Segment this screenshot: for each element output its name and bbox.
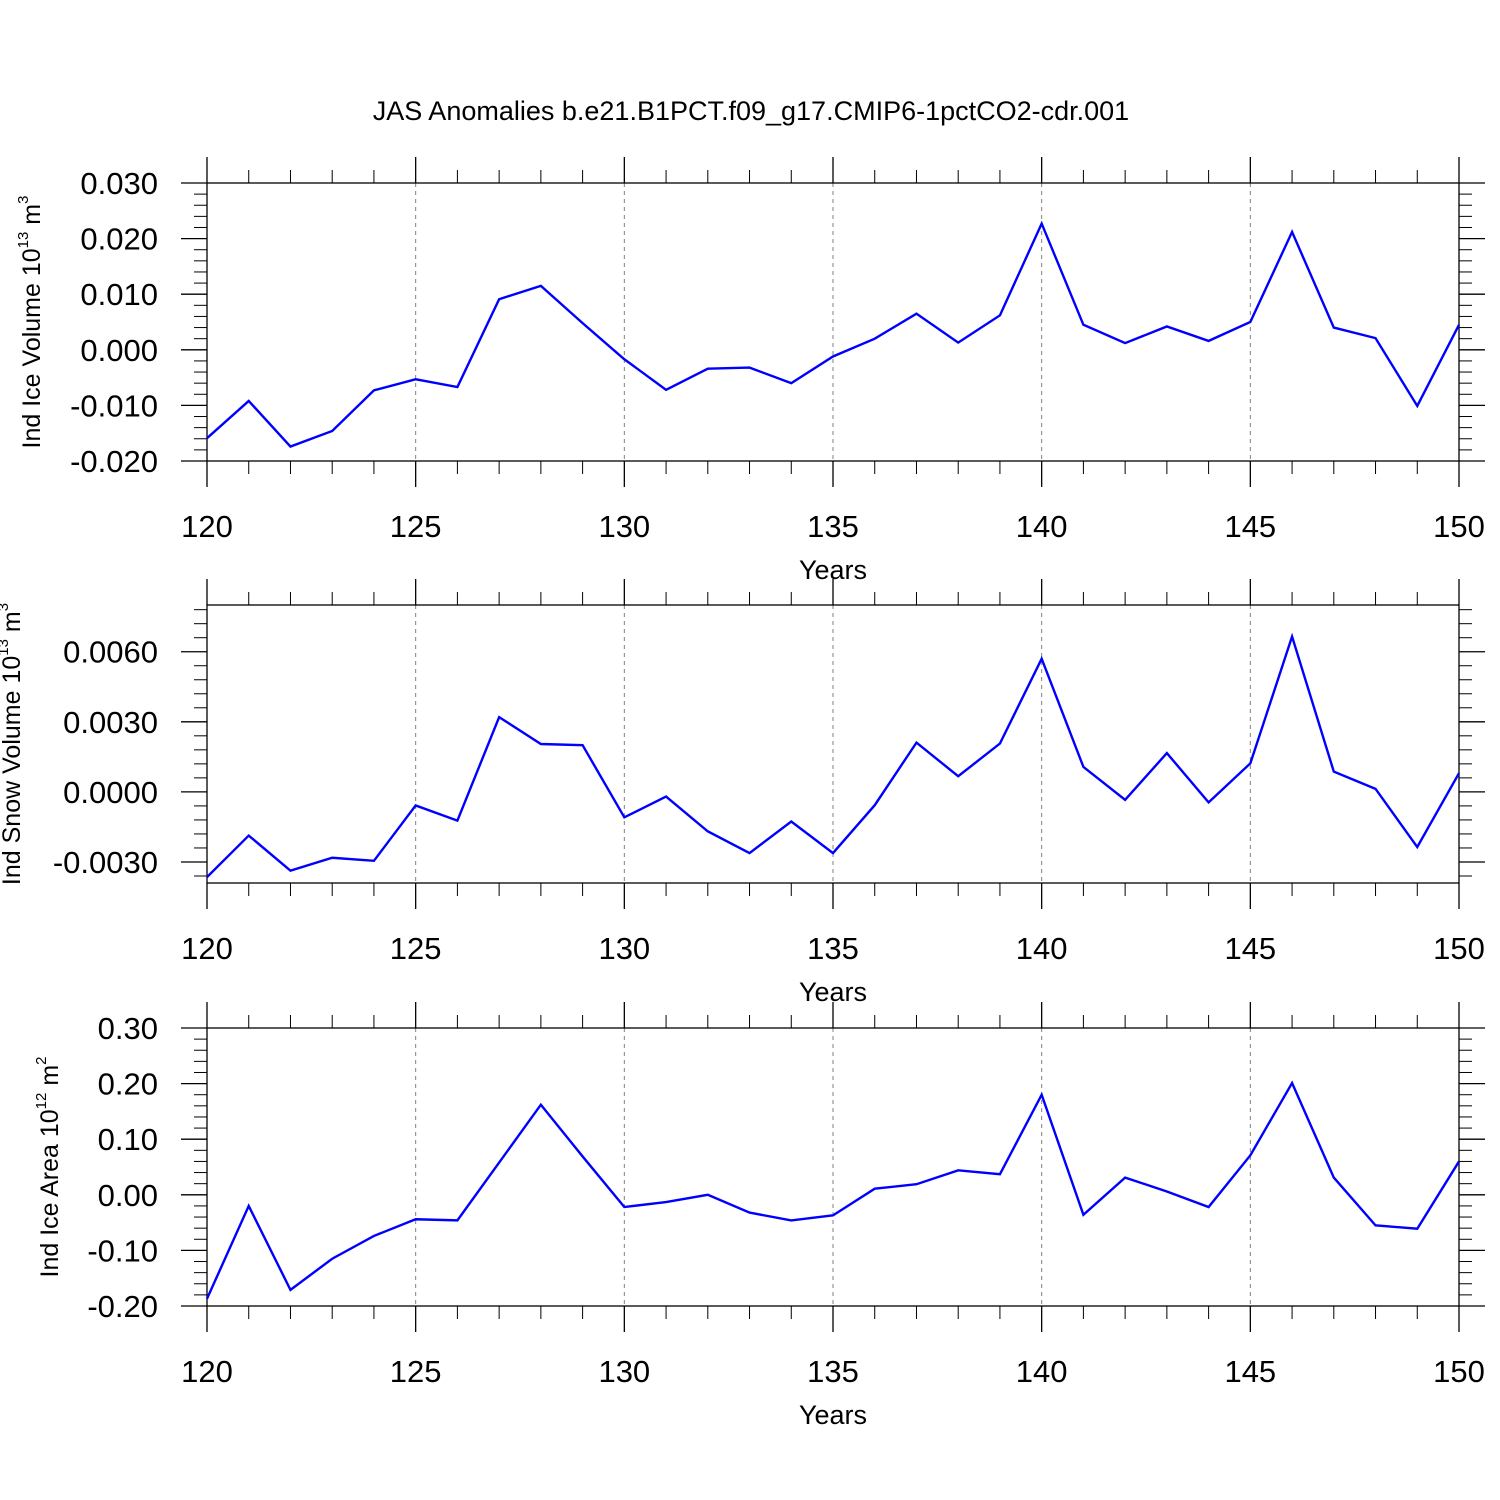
panel-3-xtick-label-0: 120 <box>181 1354 233 1389</box>
panel-1-xtick-label-6: 150 <box>1433 509 1485 544</box>
panel-3-ytick-label-0: -0.20 <box>87 1289 158 1324</box>
panel-1-ytick-label-2: 0.000 <box>80 333 158 368</box>
panel-3-yaxis-label-unit-exponent: 2 <box>33 1057 50 1065</box>
panel-2-xtick-label-3: 135 <box>807 931 859 966</box>
panel-3-xtick-label-2: 130 <box>598 1354 650 1389</box>
panel-1-yaxis-label-text: Ind Ice Volume 10 <box>18 248 46 448</box>
panel-1-xtick-label-5: 145 <box>1224 509 1276 544</box>
panel-3-xtick-label-5: 145 <box>1224 1354 1276 1389</box>
panel-3-yaxis-label-exponent: 12 <box>33 1093 50 1110</box>
panel-1-ytick-label-5: 0.030 <box>80 166 158 201</box>
panel-3-yaxis-label-unit: m <box>36 1065 64 1093</box>
panel-1-yaxis-label-unit-exponent: 3 <box>15 196 32 204</box>
panel-2-xtick-label-2: 130 <box>598 931 650 966</box>
panel-1-yaxis-label: Ind Ice Volume 1013 m3 <box>15 196 46 449</box>
panel-3-xaxis-label: Years <box>799 1400 867 1430</box>
panel-1-yaxis-label-exponent: 13 <box>15 232 32 249</box>
panel-1-ytick-label-0: -0.020 <box>70 444 158 479</box>
chart-title: JAS Anomalies b.e21.B1PCT.f09_g17.CMIP6-… <box>373 96 1129 126</box>
panel-1: 120 125 130 135 140 145 150 -0.020 -0.010 0.000 0.… <box>15 157 1485 585</box>
panel-3-ytick-label-1: -0.10 <box>87 1233 158 1268</box>
panel-3-ytick-label-3: 0.10 <box>98 1122 158 1157</box>
panel-1-xtick-label-3: 135 <box>807 509 859 544</box>
panel-2-yaxis-label-exponent: 13 <box>0 639 12 656</box>
panel-2-xtick-label-0: 120 <box>181 931 233 966</box>
panel-2-xtick-label-1: 125 <box>390 931 442 966</box>
panel-2-xtick-label-4: 140 <box>1016 931 1068 966</box>
panel-2-xtick-label-5: 145 <box>1224 931 1276 966</box>
panel-2: 120 125 130 135 140 145 150 -0.0030 0.0000 0.0030… <box>0 579 1485 1007</box>
chart-panels: 120 125 130 135 140 145 150 -0.020 -0.010 0.000 0.… <box>0 157 1485 1430</box>
panel-1-xtick-label-4: 140 <box>1016 509 1068 544</box>
panel-3-ytick-label-4: 0.20 <box>98 1067 158 1102</box>
panel-2-ytick-label-1: 0.0000 <box>63 775 158 810</box>
panel-3-ytick-label-2: 0.00 <box>98 1178 158 1213</box>
panel-1-xtick-label-1: 125 <box>390 509 442 544</box>
panel-1-yaxis-label-unit: m <box>18 204 46 232</box>
panel-2-ytick-label-3: 0.0060 <box>63 635 158 670</box>
panel-2-ytick-label-2: 0.0030 <box>63 705 158 740</box>
panel-3-xtick-label-3: 135 <box>807 1354 859 1389</box>
panel-1-xtick-label-2: 130 <box>598 509 650 544</box>
panel-1-xtick-label-0: 120 <box>181 509 233 544</box>
panel-2-yaxis-label: Ind Snow Volume 1013 m3 <box>0 603 26 885</box>
panel-2-yaxis-label-unit-exponent: 3 <box>0 603 12 611</box>
panel-1-ytick-label-1: -0.010 <box>70 388 158 423</box>
panel-3-yaxis-label: Ind Ice Area 1012 m2 <box>33 1057 64 1278</box>
panel-3-xtick-label-1: 125 <box>390 1354 442 1389</box>
panel-2-yaxis-label-unit: m <box>0 611 26 639</box>
panel-2-xtick-label-6: 150 <box>1433 931 1485 966</box>
panel-3-xtick-label-6: 150 <box>1433 1354 1485 1389</box>
panel-3: 120 125 130 135 140 145 150 -0.20 -0.10 0.00 0.10 0… <box>33 1002 1485 1430</box>
panel-2-ytick-label-0: -0.0030 <box>53 845 158 880</box>
panel-1-ytick-label-4: 0.020 <box>80 222 158 257</box>
panel-3-yaxis-label-text: Ind Ice Area 10 <box>36 1109 64 1277</box>
panel-3-xtick-label-4: 140 <box>1016 1354 1068 1389</box>
panel-3-ytick-label-5: 0.30 <box>98 1011 158 1046</box>
panel-1-ytick-label-3: 0.010 <box>80 277 158 312</box>
panel-2-yaxis-label-text: Ind Snow Volume 10 <box>0 656 26 885</box>
